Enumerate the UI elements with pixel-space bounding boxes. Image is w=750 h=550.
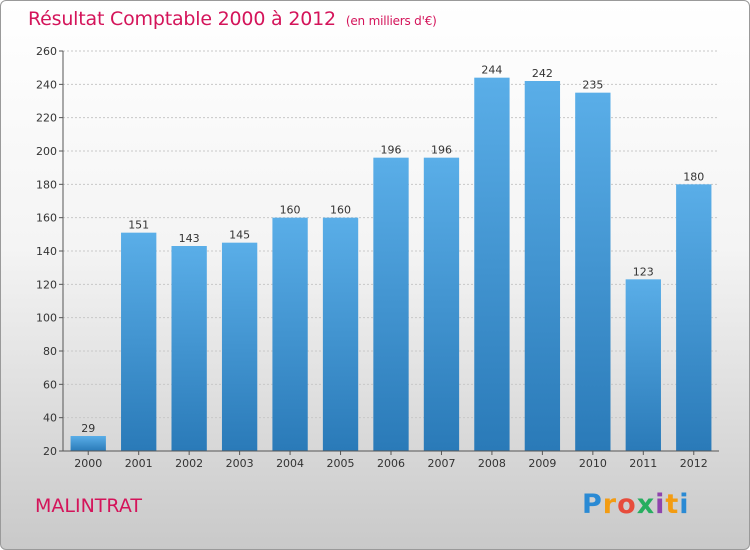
y-tick-label: 80 [43, 345, 57, 358]
bar [676, 184, 712, 452]
bar [221, 242, 258, 451]
logo-letter: x [636, 489, 656, 520]
x-tick-label: 2007 [427, 457, 455, 470]
y-tick-label: 60 [43, 378, 57, 391]
x-tick-label: 2008 [478, 457, 506, 470]
data-label: 242 [532, 67, 553, 80]
data-label: 160 [330, 204, 351, 217]
data-label: 151 [128, 219, 149, 232]
bar [474, 77, 510, 452]
y-tick-label: 200 [36, 145, 57, 158]
y-tick-label: 120 [36, 278, 57, 291]
chart-title: Résultat Comptable 2000 à 2012 (en millie… [28, 8, 437, 30]
data-label: 160 [280, 204, 301, 217]
x-tick-label: 2009 [528, 457, 556, 470]
x-tick-label: 2012 [680, 457, 708, 470]
logo-letter: P [582, 489, 603, 520]
logo-letter: t [665, 489, 680, 520]
logo-letter: o [617, 489, 637, 520]
data-label: 244 [481, 64, 502, 77]
bar [322, 217, 359, 451]
y-tick-label: 20 [43, 445, 57, 458]
data-label: 196 [381, 144, 402, 157]
chart-subtitle: (en milliers d'€) [345, 14, 437, 28]
bar [373, 157, 409, 451]
x-tick-label: 2003 [226, 457, 254, 470]
x-tick-label: 2002 [175, 457, 203, 470]
y-tick-label: 240 [36, 78, 57, 91]
bar [625, 279, 661, 451]
y-tick-label: 140 [36, 245, 57, 258]
y-tick-label: 260 [36, 45, 57, 58]
x-tick-label: 2004 [276, 457, 304, 470]
x-tick-label: 2011 [629, 457, 657, 470]
data-label: 143 [179, 232, 200, 245]
bar [272, 217, 308, 451]
data-label: 235 [582, 79, 603, 92]
data-label: 196 [431, 144, 452, 157]
x-tick-label: 2010 [579, 457, 607, 470]
logo-letter: r [602, 489, 618, 520]
y-tick-label: 100 [36, 312, 57, 325]
y-tick-label: 180 [36, 178, 57, 191]
y-tick-label: 40 [43, 412, 57, 425]
x-tick-label: 2006 [377, 457, 405, 470]
y-tick-label: 220 [36, 112, 57, 125]
proxiti-logo: Proxiti [582, 489, 690, 520]
bar [171, 246, 207, 451]
logo-letter: i [679, 489, 690, 520]
city-name: MALINTRAT [35, 495, 142, 517]
bar [121, 232, 157, 451]
bar [575, 92, 611, 452]
bar [524, 81, 561, 451]
data-label: 145 [229, 229, 250, 242]
data-label: 29 [81, 422, 95, 435]
x-tick-label: 2000 [74, 457, 102, 470]
logo-letter: i [655, 489, 666, 520]
x-tick-label: 2005 [327, 457, 355, 470]
bar [70, 436, 106, 451]
data-label: 180 [683, 170, 704, 183]
x-tick-label: 2001 [125, 457, 153, 470]
bar [423, 157, 460, 451]
data-label: 123 [633, 265, 654, 278]
y-tick-label: 160 [36, 212, 57, 225]
